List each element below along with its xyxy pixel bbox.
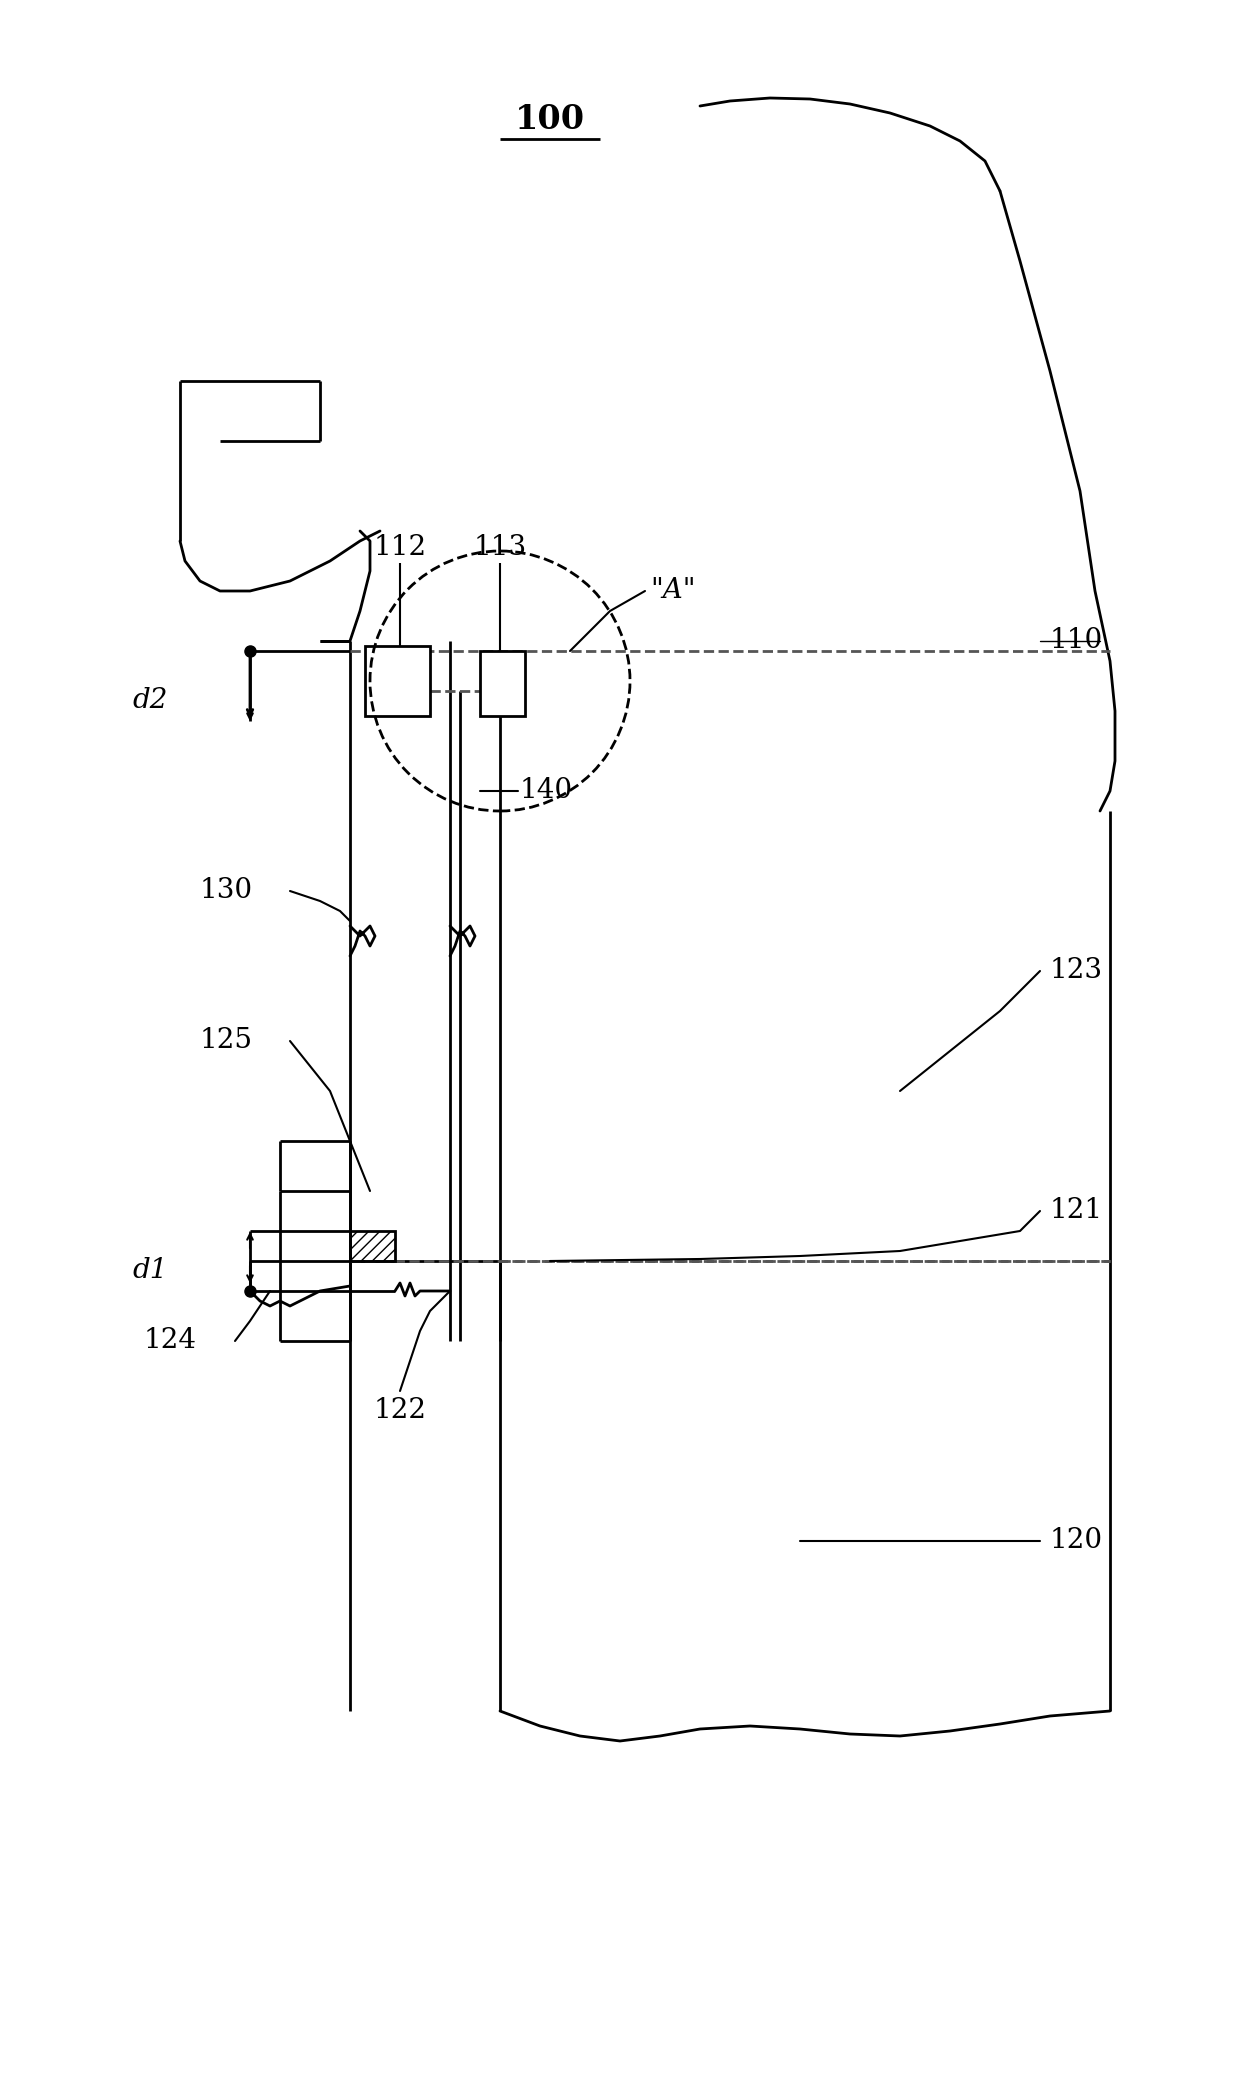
Text: 121: 121 [1050, 1198, 1104, 1225]
Bar [350, 1232, 396, 1261]
Text: 100: 100 [515, 102, 585, 136]
Text: 140: 140 [520, 778, 573, 805]
Text: "A": "A" [650, 577, 696, 604]
Text: 120: 120 [1050, 1529, 1104, 1554]
Text: 122: 122 [373, 1397, 427, 1424]
Text: 124: 124 [144, 1328, 196, 1355]
Text: 130: 130 [200, 878, 253, 905]
Text: 125: 125 [200, 1027, 253, 1054]
Bar [365, 646, 430, 715]
Text: 113: 113 [474, 533, 527, 560]
Text: 123: 123 [1050, 958, 1104, 985]
Text: d1: d1 [133, 1257, 167, 1284]
Text: d2: d2 [133, 688, 167, 715]
Bar [480, 650, 525, 715]
Text: 112: 112 [373, 533, 427, 560]
Text: 110: 110 [1050, 627, 1104, 654]
